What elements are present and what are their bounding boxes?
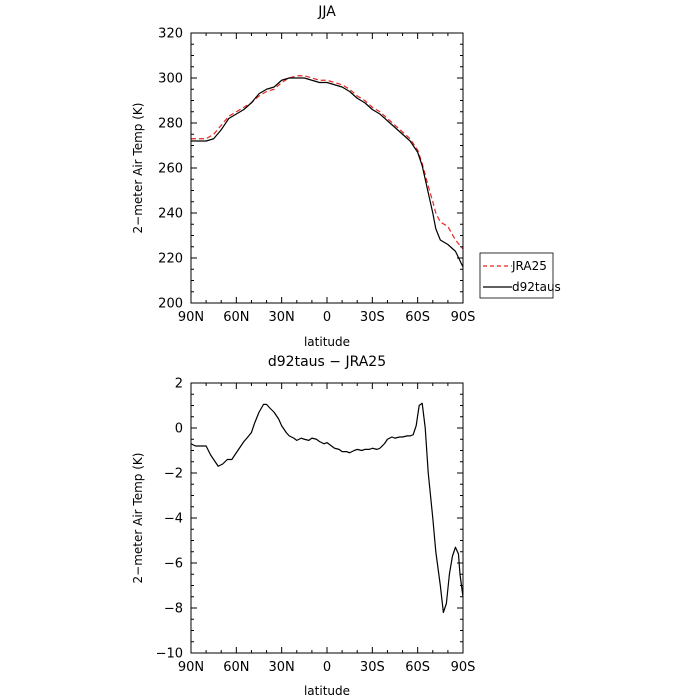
x-tick-label: 60N [223,660,249,675]
y-tick-label: 320 [158,27,183,42]
y-tick-label: 0 [175,422,183,437]
y-axis-label: 2−meter Air Temp (K) [131,453,145,584]
x-axis-label: latitude [304,335,350,349]
x-tick-label: 30N [269,310,295,325]
y-tick-label: −2 [164,467,183,482]
y-tick-label: −6 [164,557,183,572]
y-tick-label: −10 [156,647,183,662]
plot-frame [190,382,464,654]
y-tick-label: 220 [158,252,183,267]
plot-frame [190,32,464,304]
y-tick-label: −4 [164,512,183,527]
y-tick-label: 260 [158,162,183,177]
x-tick-label: 90N [178,310,204,325]
y-tick-label: 280 [158,117,183,132]
y-tick-label: −8 [164,602,183,617]
y-axis-label: 2−meter Air Temp (K) [131,103,145,234]
legend-entry-d92taus: d92taus [512,280,561,294]
x-tick-label: 0 [323,660,331,675]
x-tick-label: 30N [269,660,295,675]
legend-entry-jra25: JRA25 [511,259,547,273]
chart-panel-jja: JJA latitude 2−meter Air Temp (K) 90N 60N… [131,4,561,349]
y-tick-label: 240 [158,207,183,222]
x-tick-label: 90S [451,660,476,675]
legend: JRA25 d92taus [479,252,561,299]
chart-title: d92taus − JRA25 [268,354,386,370]
y-tick-label: 300 [158,72,183,87]
x-tick-label: 30S [360,660,385,675]
x-tick-label: 0 [323,310,331,325]
x-tick-label: 60S [405,660,430,675]
y-tick-label: 200 [158,297,183,312]
x-tick-label: 90N [178,660,204,675]
y-tick-label: 2 [175,377,183,392]
x-tick-label: 60N [223,310,249,325]
series-line-difference [190,402,464,614]
series-line-jra25 [191,75,464,250]
x-axis-label: latitude [304,684,350,698]
series-line-d92taus [191,77,464,268]
legend-box [479,252,554,299]
chart-panel-difference: d92taus − JRA25 latitude 2−meter Air Tem… [131,354,475,698]
chart-title: JJA [317,4,336,20]
x-tick-label: 60S [405,310,430,325]
x-tick-label: 90S [451,310,476,325]
x-tick-label: 30S [360,310,385,325]
